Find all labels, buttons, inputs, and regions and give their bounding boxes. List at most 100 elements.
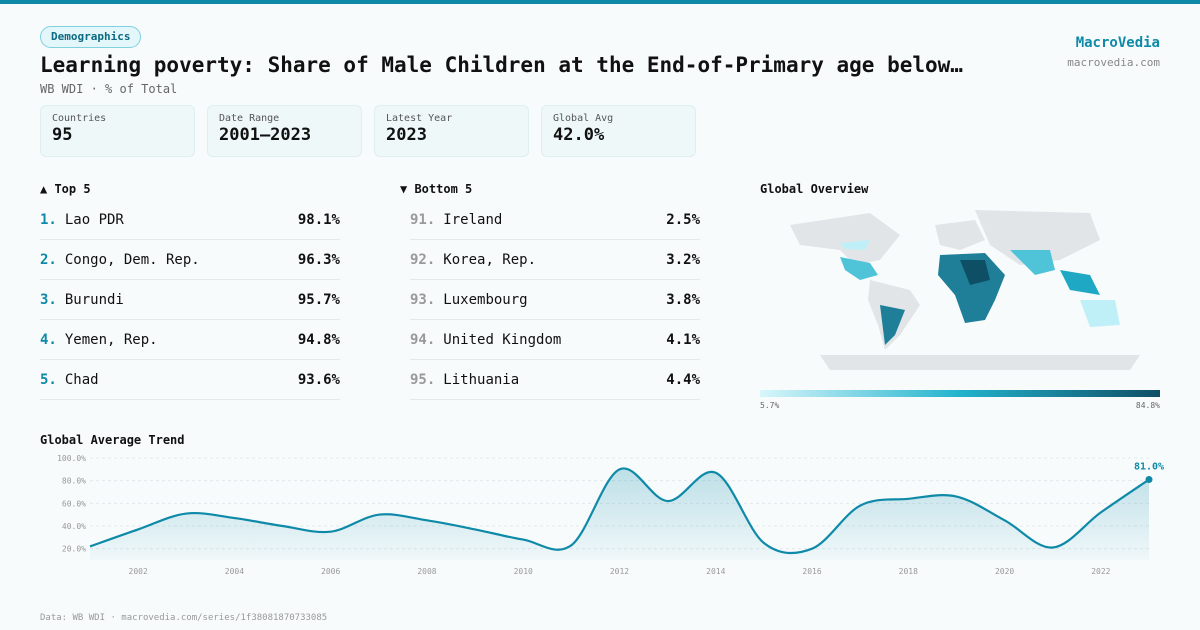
brand[interactable]: MacroVedia [1075, 35, 1160, 51]
top-bar [0, 0, 1200, 4]
x-tick-label: 2016 [802, 567, 821, 576]
end-point [1145, 476, 1153, 484]
rank-row: 93. Luxembourg 3.8% [410, 280, 700, 320]
x-tick-label: 2012 [610, 567, 629, 576]
bottom-list: 91. Ireland 2.5% 92. Korea, Rep. 3.2% 93. Luxem… [410, 200, 700, 400]
country: Ireland [443, 211, 503, 228]
rank-row: 92. Korea, Rep. 3.2% [410, 240, 700, 280]
y-tick-label: 80.0% [62, 477, 86, 486]
rank-row: 95. Lithuania 4.4% [410, 360, 700, 400]
rank: 5. [40, 371, 57, 388]
subtitle: WB WDI · % of Total [40, 82, 178, 96]
line [89, 467, 1150, 555]
rank: 92. [410, 251, 436, 268]
x-tick-label: 2014 [706, 567, 725, 576]
value: 4.4% [666, 371, 700, 388]
stat-value: 2001–2023 [219, 125, 312, 145]
value-label: 81.0% [1134, 462, 1164, 473]
x-tick-label: 2006 [321, 567, 340, 576]
country: Chad [64, 371, 99, 388]
value: 96.3% [297, 251, 340, 268]
value: 3.2% [666, 251, 700, 268]
x-tick-label: 2010 [514, 567, 533, 576]
country: Lao PDR [64, 211, 124, 228]
rank: 91. [410, 211, 436, 228]
y-tick-label: 100.0% [57, 454, 86, 463]
africa-dark [960, 260, 990, 285]
stat-label: Global Avg [553, 113, 614, 124]
rank-row: 1. Lao PDR 98.1% [40, 200, 340, 240]
x-tick-label: 2008 [417, 567, 436, 576]
footer: Data: WB WDI · macrovedia.com/series/1f3… [40, 613, 328, 623]
europe [935, 220, 985, 250]
value: 4.1% [666, 331, 700, 348]
stat-value: 42.0% [553, 125, 605, 145]
map-title: Global Overview [760, 182, 869, 196]
asia [975, 210, 1100, 265]
stat-card: Global Avg 42.0% [541, 105, 696, 157]
x-tick-label: 2020 [995, 567, 1014, 576]
x-tick-label: 2018 [899, 567, 918, 576]
rank-row: 91. Ireland 2.5% [410, 200, 700, 240]
value: 95.7% [297, 291, 340, 308]
map-legend: 5.7% 84.8% [760, 390, 1160, 410]
rank: 1. [40, 211, 57, 228]
x-tick-label: 2004 [225, 567, 244, 576]
country: United Kingdom [443, 331, 562, 348]
stat-label: Countries [52, 113, 107, 124]
rank: 95. [410, 371, 436, 388]
value: 2.5% [666, 211, 700, 228]
stat-card: Date Range 2001–2023 [207, 105, 362, 157]
asia-shade [1010, 250, 1055, 275]
antarctica [820, 355, 1140, 370]
legend-max: 84.8% [1136, 401, 1160, 410]
site[interactable]: macrovedia.com [1067, 56, 1160, 69]
x-tick-label: 2002 [129, 567, 148, 576]
se-asia [1060, 270, 1100, 295]
chart-title: Global Average Trend [40, 433, 185, 447]
category-tag[interactable]: Demographics [40, 26, 142, 48]
y-tick-label: 60.0% [62, 499, 86, 508]
x-tick-label: 2022 [1091, 567, 1110, 576]
africa [938, 253, 1005, 323]
country: Lithuania [443, 371, 520, 388]
rank: 93. [410, 291, 436, 308]
central-america [840, 257, 878, 280]
stat-label: Date Range [219, 113, 280, 124]
legend-min: 5.7% [760, 401, 779, 410]
rank: 94. [410, 331, 436, 348]
country: Luxembourg [443, 291, 528, 308]
value: 93.6% [297, 371, 340, 388]
sa-shade [880, 305, 905, 345]
stat-value: 2023 [386, 125, 427, 145]
area [90, 468, 1149, 560]
country: Congo, Dem. Rep. [64, 251, 200, 268]
rank: 3. [40, 291, 57, 308]
rank: 2. [40, 251, 57, 268]
y-tick-label: 40.0% [62, 522, 86, 531]
top-heading: ▲ Top 5 [40, 182, 91, 196]
stat-label: Latest Year [386, 113, 453, 124]
country: Burundi [64, 291, 124, 308]
value: 94.8% [297, 331, 340, 348]
stat-card: Latest Year 2023 [374, 105, 529, 157]
top-list: 1. Lao PDR 98.1% 2. Congo, Dem. Rep. 96.3% 3. B… [40, 200, 340, 400]
australia [1080, 300, 1120, 327]
page-title: Learning poverty: Share of Male Children… [40, 53, 963, 77]
bottom-heading: ▼ Bottom 5 [400, 182, 473, 196]
world-map [760, 205, 1160, 380]
value: 98.1% [297, 211, 340, 228]
country: Korea, Rep. [443, 251, 537, 268]
north-america [790, 213, 900, 265]
value: 3.8% [666, 291, 700, 308]
rank-row: 2. Congo, Dem. Rep. 96.3% [40, 240, 340, 280]
rank: 4. [40, 331, 57, 348]
stat-value: 95 [52, 125, 73, 145]
rank-row: 5. Chad 93.6% [40, 360, 340, 400]
na-shade [840, 240, 870, 250]
rank-row: 4. Yemen, Rep. 94.8% [40, 320, 340, 360]
trend-chart: 20.0% 40.0% 60.0% 80.0% 100.0% 2002 2004 2006 20… [57, 454, 1164, 576]
country: Yemen, Rep. [64, 331, 158, 348]
rank-row: 3. Burundi 95.7% [40, 280, 340, 320]
